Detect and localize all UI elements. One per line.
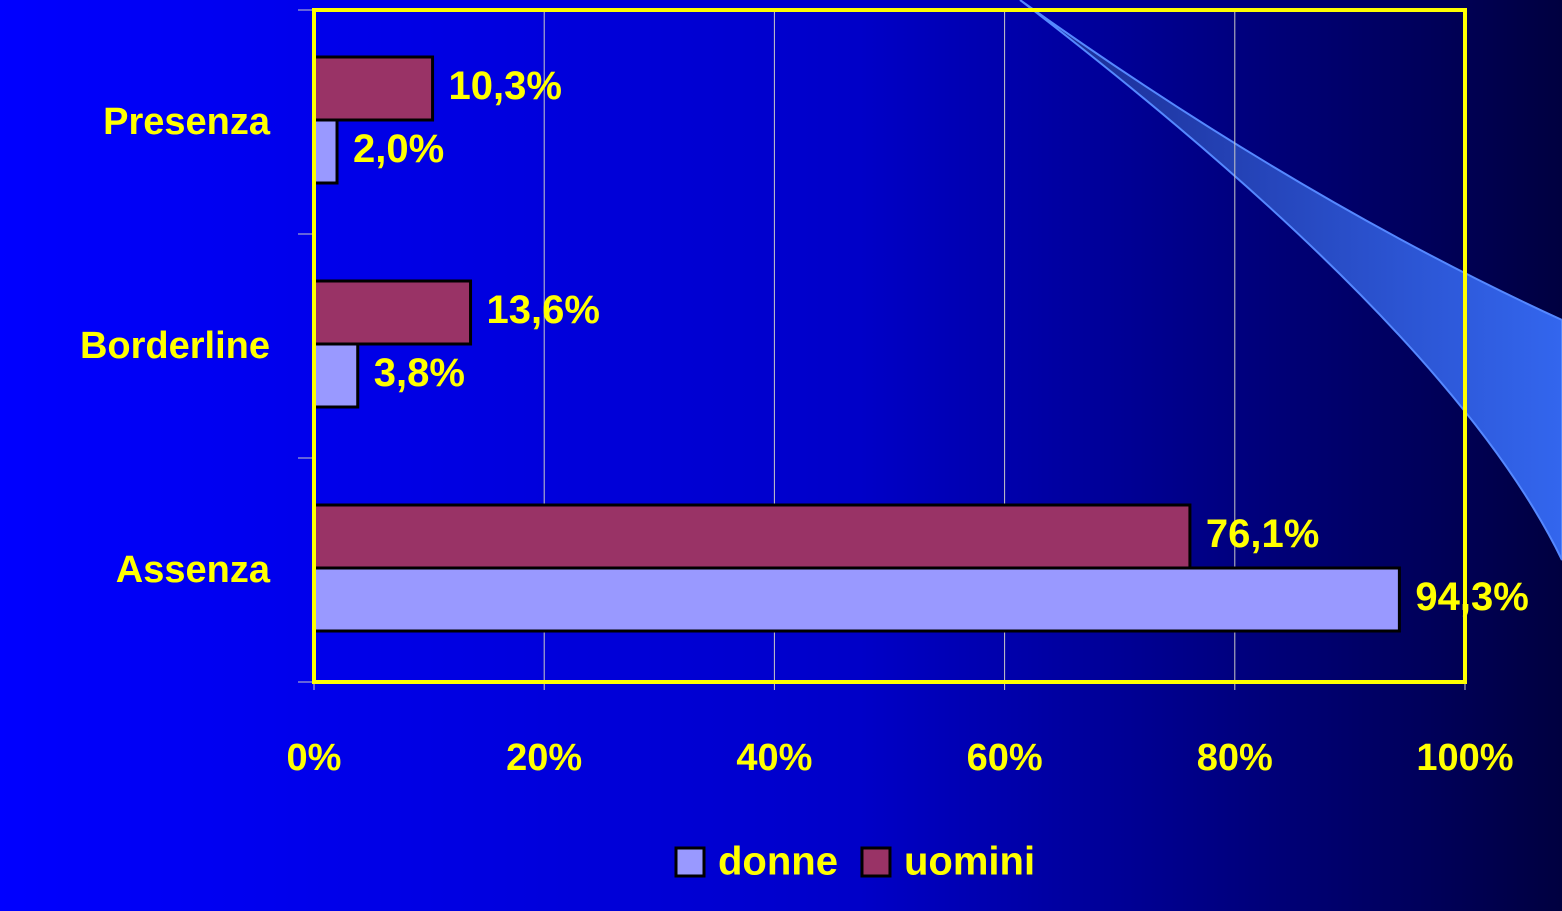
value-label: 2,0% — [353, 127, 444, 171]
x-tick-label: 20% — [506, 737, 582, 779]
value-label: 10,3% — [449, 64, 562, 108]
bar — [314, 568, 1399, 631]
legend-swatch — [862, 848, 890, 876]
y-tick-label: Borderline — [80, 325, 270, 367]
legend-label: donne — [718, 840, 838, 884]
bar — [314, 120, 337, 183]
x-tick-label: 60% — [967, 737, 1043, 779]
x-tick-label: 40% — [736, 737, 812, 779]
chart: 0% 20% 40% 60% 80% 100% Presenza 2,0%10,3% Borde… — [0, 0, 1562, 911]
y-tick-label: Presenza — [103, 101, 271, 143]
x-tick-label: 100% — [1416, 737, 1513, 779]
value-label: 94,3% — [1415, 575, 1528, 619]
value-label: 13,6% — [487, 288, 600, 332]
value-label: 3,8% — [374, 351, 465, 395]
y-tick-label: Assenza — [116, 549, 271, 591]
bar — [314, 505, 1190, 568]
x-tick-label: 0% — [287, 737, 342, 779]
legend-swatch — [676, 848, 704, 876]
x-tick-label: 80% — [1197, 737, 1273, 779]
value-label: 76,1% — [1206, 512, 1319, 556]
bar — [314, 344, 358, 407]
bar — [314, 281, 471, 344]
bar — [314, 57, 433, 120]
legend-label: uomini — [904, 840, 1035, 884]
